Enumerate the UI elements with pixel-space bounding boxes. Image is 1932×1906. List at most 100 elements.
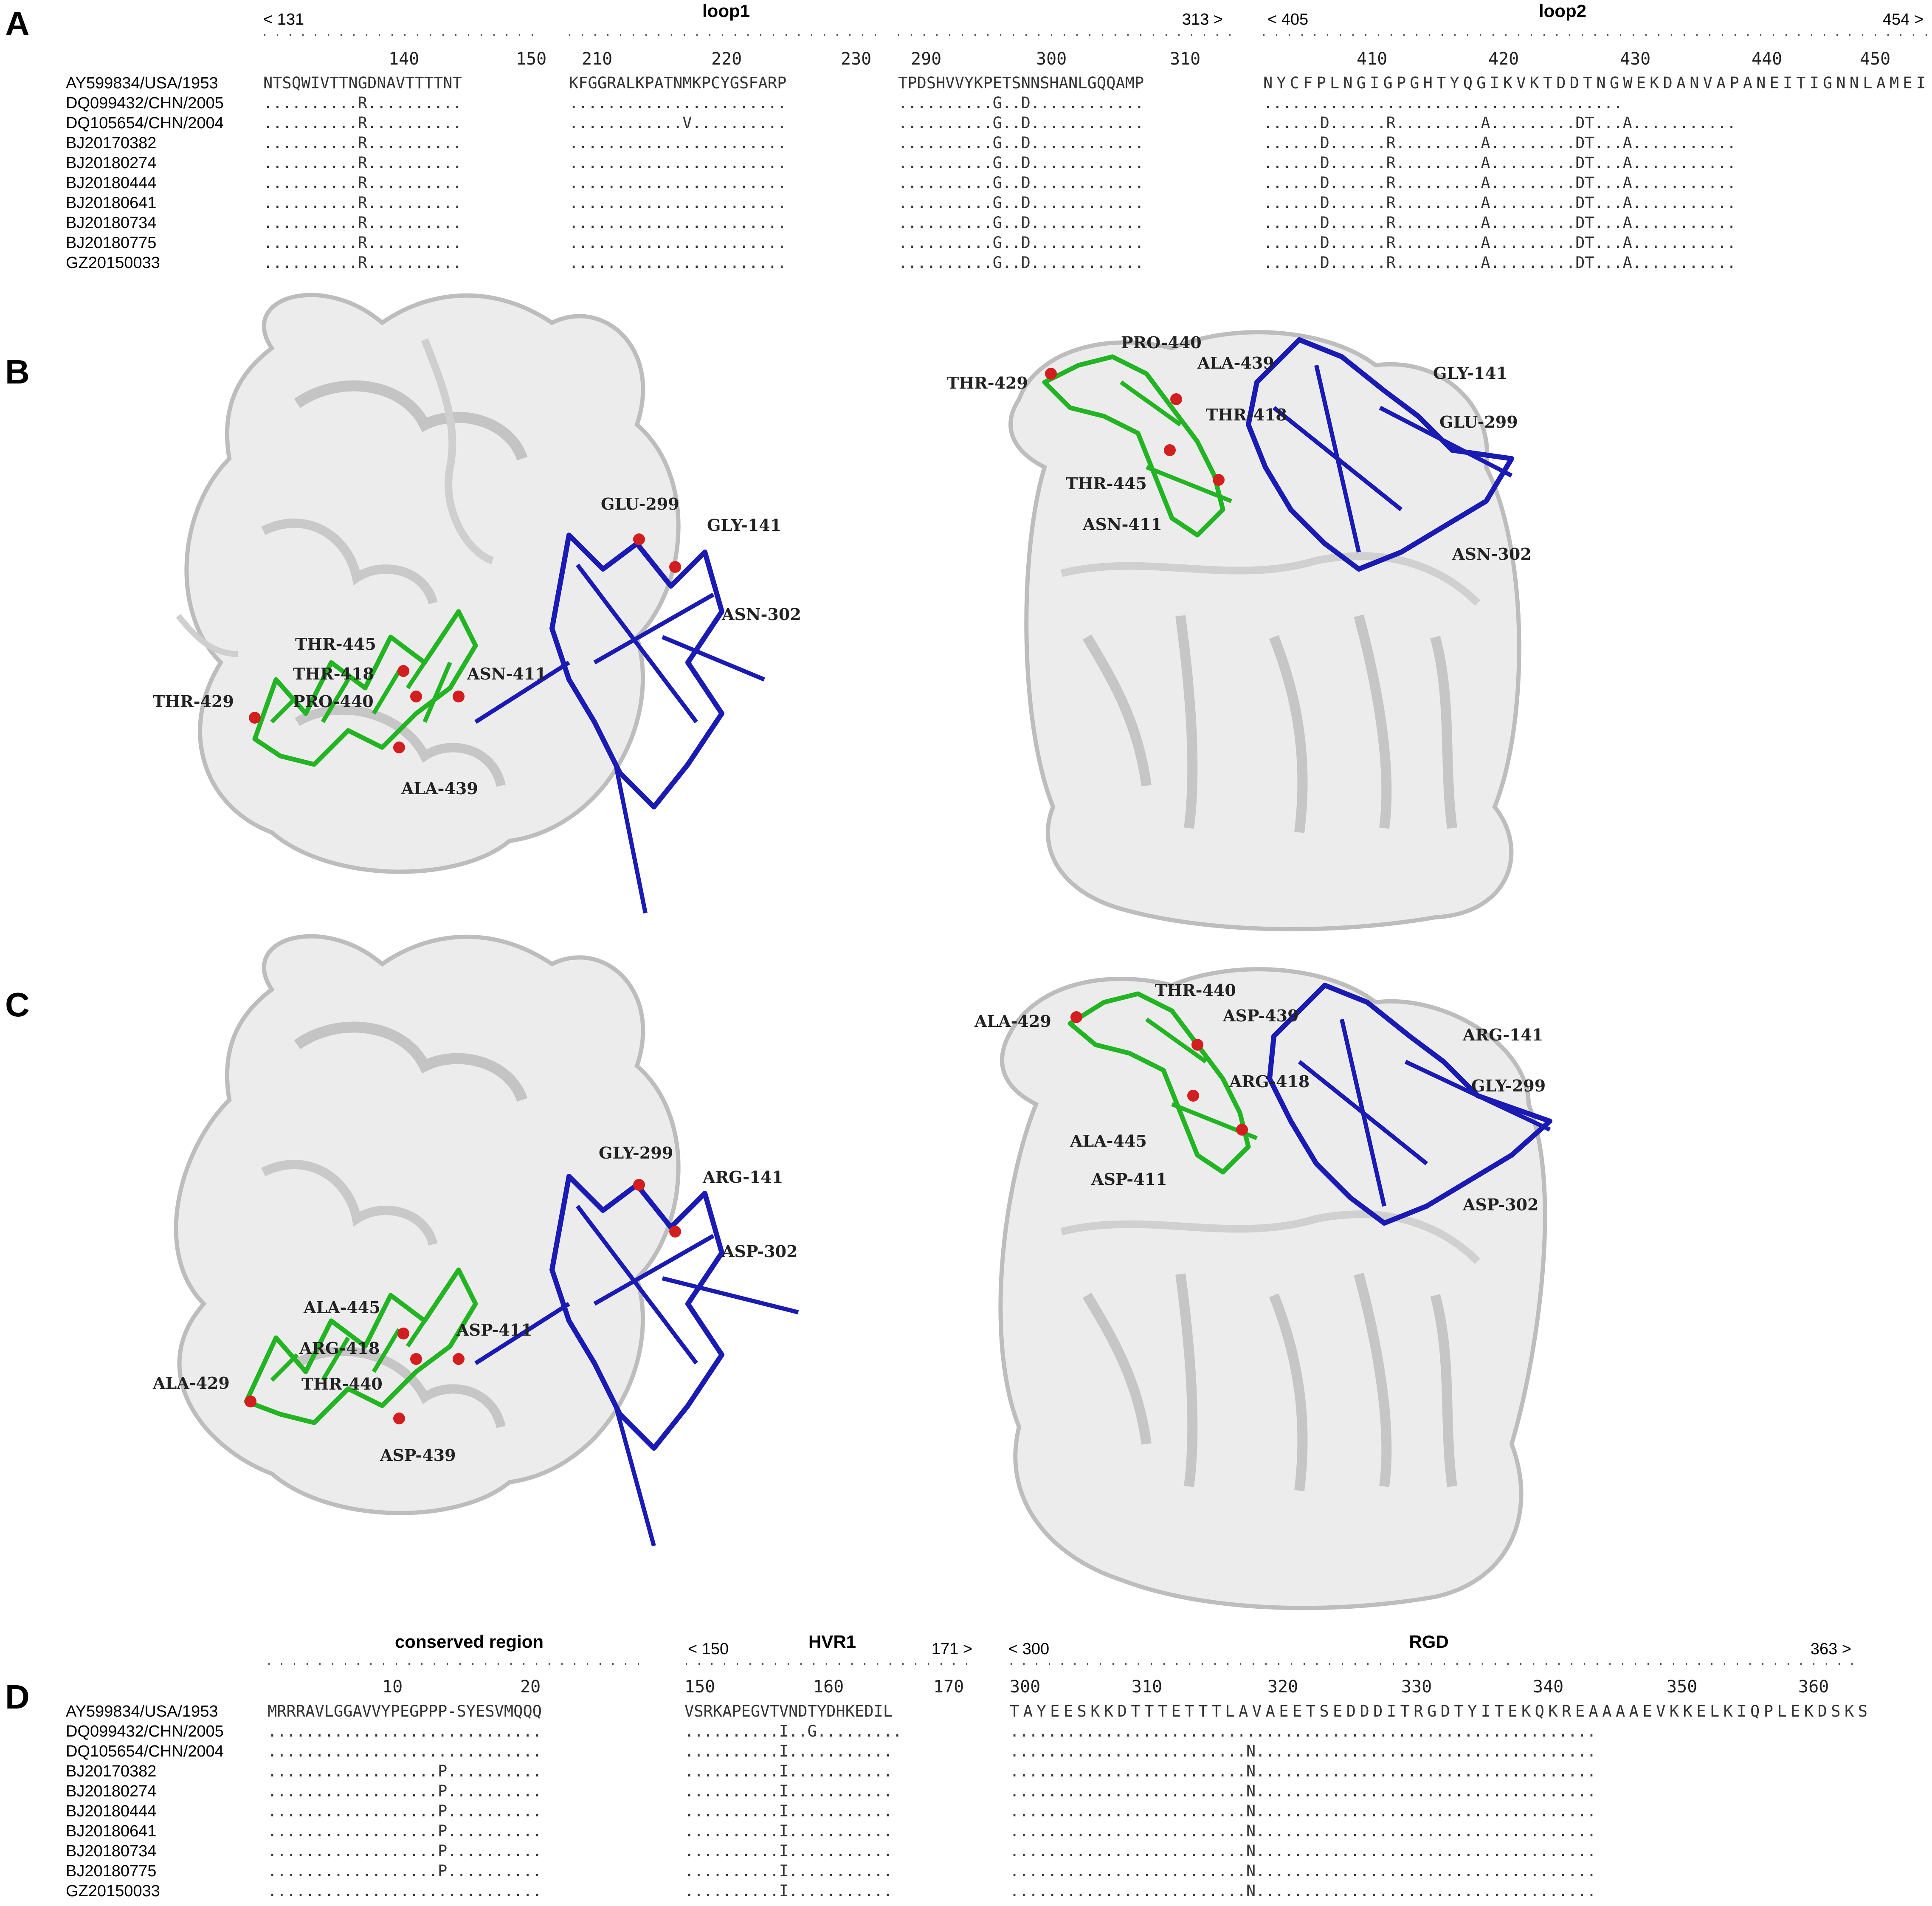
residue-label: ASP-439 [1222,1006,1299,1025]
sequence-row: ....................... [569,134,786,152]
position-tick: 160 [813,1677,844,1697]
residue-label: ALA-445 [303,1298,380,1317]
seq-name: BJ20180734 [66,1842,156,1860]
sequence-row: ..................P.......... [268,1802,542,1820]
residue-label: ARG-141 [702,1167,783,1187]
seq-name: BJ20180274 [66,154,156,172]
sequence-row: .........................N..............… [1010,1802,1596,1820]
residue-label: THR-440 [1155,981,1236,1000]
range-start: < 300 [1008,1640,1049,1658]
position-tick: 350 [1667,1677,1697,1697]
sequence-row: ..........R.......... [263,94,462,112]
sequence-row: .........................N..............… [1010,1882,1596,1900]
residue-label: ASP-302 [721,1242,798,1261]
position-tick: 140 [389,49,419,69]
sequence-row: .........................N..............… [1010,1862,1596,1880]
residue-label: ASP-411 [456,1320,532,1339]
sequence-row: ......D......R.........A.........DT...A.… [1263,234,1736,252]
alignment-block-rgd: < 300 RGD 363 > 300 310 320 330 340 350 … [1008,1632,1867,1900]
alignment-block-3: 313 > 290 300 310 TPDSHVVYKPETSNNSHANLGQ… [898,11,1231,272]
protein-ribbon-side-view [1008,330,1521,931]
sequence-row: ......D......R.........A.........DT...A.… [1263,194,1736,212]
position-tick: 150 [516,49,546,69]
sequence-row: ............V.......... [569,114,786,132]
green-loop2-residues [252,609,478,767]
sequence-row: ....................... [569,174,786,192]
sequence-row: ..........G..D............ [898,94,1144,112]
residue-label: GLU-299 [601,494,679,513]
sequence-row: ..........I..G......... [684,1722,902,1740]
position-tick: 410 [1357,49,1387,69]
position-tick: 220 [711,49,742,69]
sequence-row: ....................... [569,194,786,212]
residue-label: ALA-429 [974,1012,1051,1031]
residue-label: ARG-418 [1229,1072,1310,1091]
range-start: < 405 [1267,11,1308,28]
residue-label: GLY-299 [599,1143,673,1162]
sequence-row: ..........G..D............ [898,134,1144,152]
sequence-row: ......D......R.........A.........DT...A.… [1263,214,1736,232]
red-mutation-sites-side-c [1070,1011,1248,1136]
sequence-row: NYCFPLNGIGPGHTYQGIKVKTDDTNGWEKDANVAPANEI… [1263,74,1926,92]
sequence-row: ..................P.......... [268,1822,542,1840]
sequence-row: ..........R.......... [263,174,462,192]
position-tick: 310 [1170,49,1200,69]
residue-label: THR-445 [295,634,376,654]
blue-loop1-residues-side-c [1267,983,1552,1226]
sequence-row: ....................... [569,94,786,112]
residue-labels-c-left: GLY-299 ARG-141 ASP-302 ALA-445 ARG-418 … [152,1143,798,1465]
seq-name: BJ20180641 [66,1822,156,1840]
sequence-row: ....................... [569,214,786,232]
position-tick: 440 [1752,49,1782,69]
position-tick: 290 [911,49,941,69]
sequence-row: ..........I........... [684,1822,893,1840]
range-start: < 150 [688,1640,729,1658]
residue-label: THR-429 [153,692,234,711]
sequence-row: ..........R.......... [263,194,462,212]
red-mutation-sites-c [245,1179,681,1424]
range-start: < 131 [263,11,304,28]
residue-label: ALA-445 [1070,1131,1147,1150]
sequence-row: TPDSHVVYKPETSNNSHANLGQQAMP [898,74,1144,92]
seq-name: GZ20150033 [66,1882,160,1900]
sequence-row: ....................... [569,154,786,172]
sequence-row: .........................N..............… [1010,1842,1596,1860]
panel-label-c: C [5,986,30,1023]
sequence-row: ..........G..D............ [898,114,1144,132]
red-mutation-sites-side [1045,368,1225,486]
residue-label: THR-440 [301,1374,383,1393]
position-tick: 170 [933,1677,964,1697]
residue-label: ASP-302 [1462,1195,1539,1214]
position-tick: 300 [1036,49,1067,69]
sequence-row: ..................P.......... [268,1842,542,1860]
region-title: loop1 [702,1,750,21]
seq-name: DQ105654/CHN/2004 [66,114,224,132]
blue-loop1-residues-c [474,1174,799,1547]
residue-label: ARG-141 [1462,1025,1543,1044]
seq-name: DQ105654/CHN/2004 [66,1742,224,1760]
residue-label: PRO-440 [1121,333,1202,352]
sequence-row: ............................. [268,1722,542,1740]
panel-a-names: AY599834/USA/1953 DQ099432/CHN/2005 DQ10… [66,74,224,272]
sequence-row: ......D......R.........A.........DT...A.… [1263,114,1736,132]
position-tick: 320 [1267,1677,1298,1697]
residue-label: ASP-439 [380,1446,456,1465]
sequence-row: ......D......R.........A.........DT...A.… [1263,154,1736,172]
sequence-row: ..........G..D............ [898,234,1144,252]
sequence-row: ..........R.......... [263,134,462,152]
protein-ribbon-side-view-c [998,967,1547,1610]
panel-a-alignment: AY599834/USA/1953 DQ099432/CHN/2005 DQ10… [66,1,1928,272]
sequence-row: ..........I........... [684,1762,893,1780]
position-tick: 330 [1401,1677,1432,1697]
sequence-row: .........................N..............… [1010,1782,1596,1800]
residue-label: THR-429 [947,373,1028,392]
sequence-row: .........................N..............… [1010,1822,1596,1840]
red-mutation-sites [249,533,681,753]
sequence-row: ..................P.......... [268,1782,542,1800]
panel-d-alignment: AY599834/USA/1953 DQ099432/CHN/2005 DQ10… [66,1632,1867,1900]
alignment-block-conserved: conserved region 10 20 MRRRAVLGGAVVYPEGP… [268,1632,645,1900]
region-title: HVR1 [808,1632,856,1652]
residue-label: ASN-411 [467,664,546,683]
